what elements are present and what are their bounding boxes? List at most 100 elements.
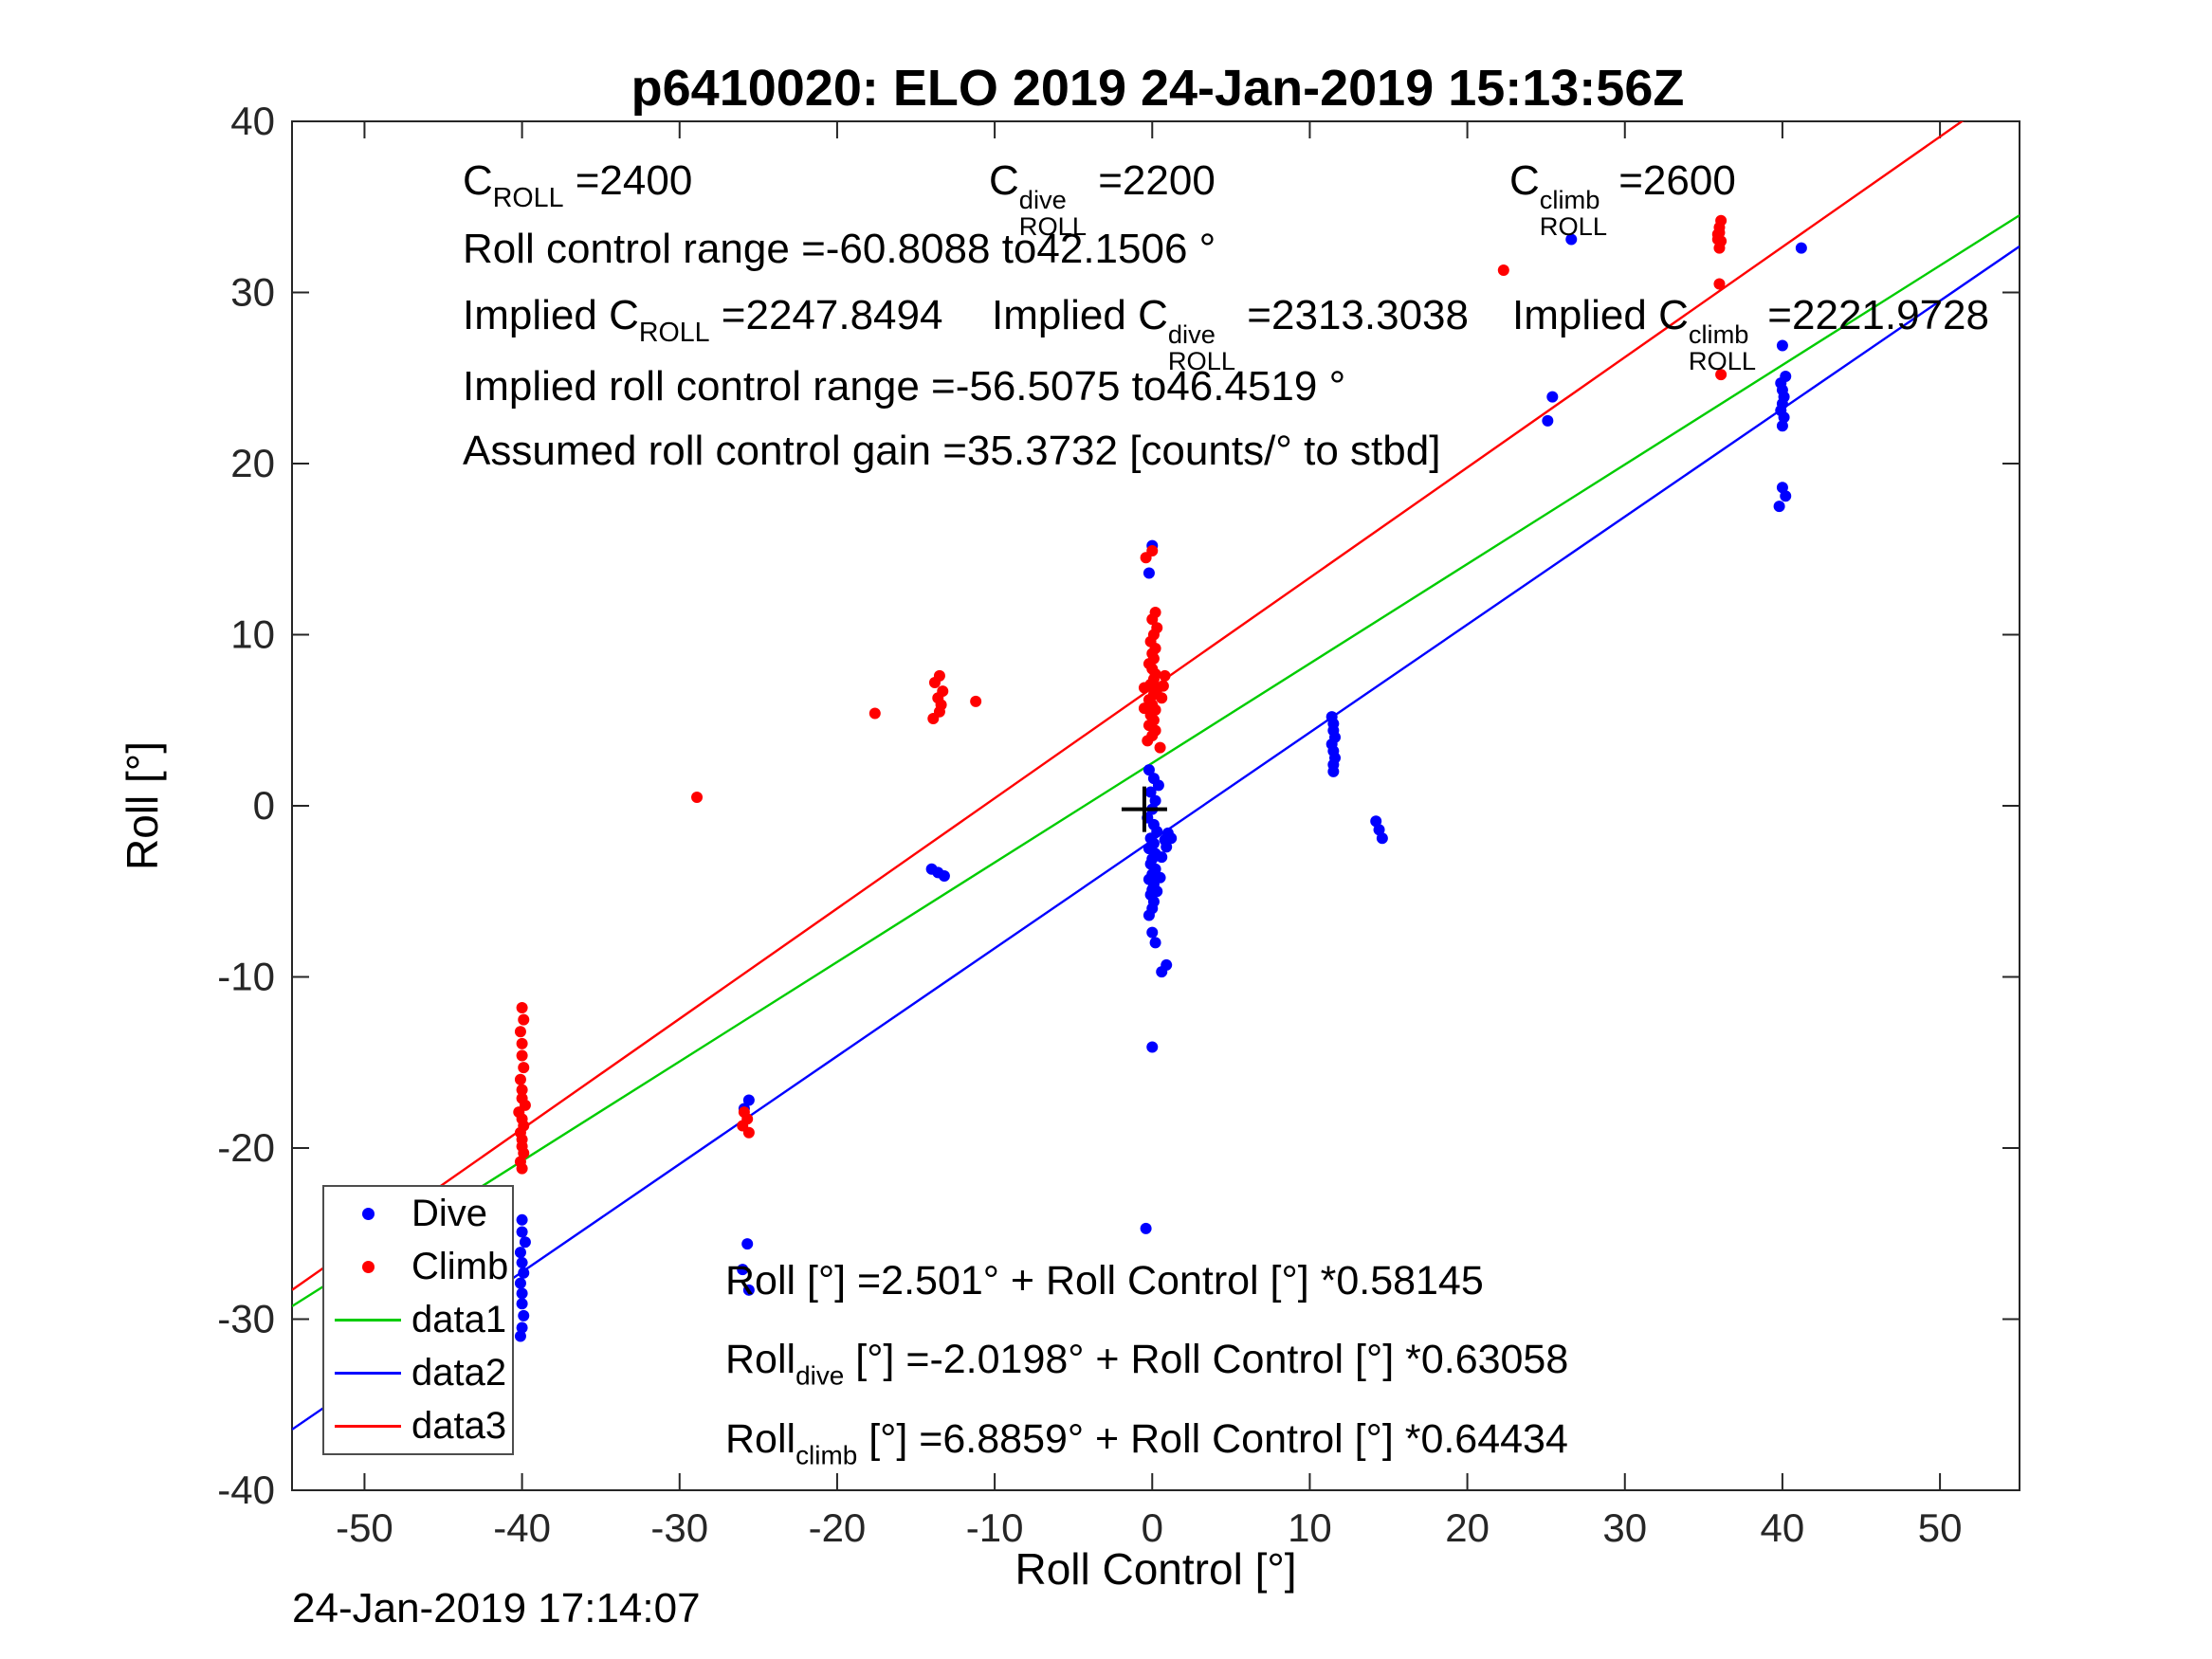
c-climb-value: =2600 [1607, 157, 1736, 204]
data-point-climb [518, 1147, 530, 1159]
equation-roll-climb: Rollclimb [°] =6.8859° + Roll Control [°… [725, 1416, 1568, 1471]
data-point-dive [741, 1238, 754, 1250]
data-point-dive [516, 1298, 528, 1310]
data-point-dive [1161, 841, 1173, 853]
data-point-dive [514, 1247, 526, 1259]
legend-item-climb: Climb [324, 1240, 512, 1293]
data-point-dive [1780, 490, 1792, 502]
x-tick-label: 20 [1445, 1505, 1490, 1550]
data-point-climb [1151, 622, 1163, 634]
data-point-climb [516, 1162, 528, 1175]
data-point-climb [518, 1013, 530, 1026]
equation-roll: Roll [°] =2.501° + Roll Control [°] *0.5… [725, 1258, 1484, 1304]
y-axis-label: Roll [°] [118, 741, 167, 870]
data-point-dive [1376, 832, 1388, 845]
y-tick-label: -40 [217, 1468, 275, 1512]
legend-item-data3: data3 [324, 1400, 512, 1453]
data1-line-icon [335, 1319, 401, 1322]
data-point-dive [1152, 779, 1164, 792]
legend-item-data2: data2 [324, 1347, 512, 1400]
implied-c-climb-value: =2221.9728 [1756, 292, 1989, 338]
c-dive-sup: dive [1018, 185, 1067, 214]
data-point-climb [937, 685, 949, 698]
data-point-dive [1143, 764, 1155, 776]
data-point-climb [1713, 278, 1726, 290]
y-tick-label: 20 [230, 441, 275, 485]
data-point-climb [742, 1126, 755, 1139]
implied-c-dive-pre: Implied C [992, 292, 1168, 338]
eq3-sub: climb [795, 1440, 858, 1470]
x-tick-label: 50 [1918, 1505, 1963, 1550]
data-point-climb [1149, 607, 1161, 619]
y-tick-label: -30 [217, 1297, 275, 1341]
data-point-climb [970, 695, 982, 707]
y-tick-label: -10 [217, 955, 275, 999]
legend-item-data1: data1 [324, 1293, 512, 1346]
annotation-implied-range: Implied roll control range =-56.5075 to4… [463, 363, 1346, 410]
eq2-sub: dive [795, 1360, 845, 1391]
annotation-gain: Assumed roll control gain =35.3732 [coun… [463, 428, 1441, 474]
data-point-dive [516, 1322, 528, 1334]
data-point-dive [1144, 786, 1157, 798]
data-point-climb [868, 707, 881, 720]
data-point-climb [1497, 264, 1509, 277]
data-point-climb [1715, 214, 1728, 227]
c-roll-value: =2400 [563, 157, 693, 204]
data-point-dive [1156, 851, 1168, 864]
data-point-dive [1165, 832, 1178, 845]
implied-c-pre: Implied C [463, 292, 639, 338]
legend-item-dive: Dive [324, 1187, 512, 1240]
data-point-dive [1565, 233, 1578, 246]
legend-label-climb: Climb [411, 1245, 509, 1287]
eq3-post: [°] =6.8859° + Roll Control [°] *0.64434 [857, 1416, 1568, 1462]
data-point-climb [516, 1037, 528, 1049]
data-point-climb [514, 1073, 526, 1085]
data-point-climb [514, 1026, 526, 1038]
data-point-climb [1138, 702, 1150, 715]
x-axis-label: Roll Control [°] [1015, 1544, 1297, 1594]
data-point-climb [1142, 735, 1154, 747]
y-tick-label: -20 [217, 1125, 275, 1170]
data-point-dive [1546, 391, 1559, 403]
y-tick-label: 30 [230, 270, 275, 315]
generation-timestamp: 24-Jan-2019 17:14:07 [292, 1585, 701, 1632]
y-tick-label: 10 [230, 612, 275, 657]
c-roll-base: C [463, 157, 493, 204]
data-point-dive [1143, 909, 1155, 921]
data-point-climb [1157, 680, 1169, 692]
c-dive-sub: ROLL [1018, 210, 1088, 241]
eq3-pre: Roll [725, 1416, 796, 1462]
data-point-climb [516, 1049, 528, 1062]
data-point-climb [1713, 227, 1726, 239]
data-point-dive [516, 1226, 528, 1238]
data-point-dive [518, 1309, 530, 1322]
x-tick-label: 0 [1142, 1505, 1163, 1550]
data-point-dive [737, 1264, 749, 1276]
data-point-climb [518, 1062, 530, 1074]
y-tick-label: 0 [253, 783, 275, 828]
legend-label-data2: data2 [411, 1352, 507, 1395]
data-point-dive [514, 1277, 526, 1289]
c-dive-base: C [989, 157, 1019, 204]
eq2-post: [°] =-2.0198° + Roll Control [°] *0.6305… [844, 1337, 1569, 1382]
regression-line-data1 [292, 214, 2020, 1307]
c-climb-sup: climb [1539, 185, 1600, 214]
data-point-climb [1159, 669, 1171, 682]
data-point-dive [516, 1256, 528, 1268]
x-tick-label: 40 [1761, 1505, 1805, 1550]
data-point-dive [1140, 1222, 1152, 1234]
implied-c-climb-pre: Implied C [1512, 292, 1689, 338]
data-point-climb [1715, 369, 1728, 381]
data-point-dive [1542, 414, 1554, 427]
x-tick-label: 10 [1288, 1505, 1332, 1550]
data-point-dive [742, 1284, 755, 1296]
data-point-dive [516, 1213, 528, 1226]
data-point-dive [742, 1094, 755, 1106]
data-point-dive [1776, 482, 1788, 494]
c-climb-sub: ROLL [1539, 210, 1608, 241]
data-point-dive [516, 1287, 528, 1300]
data-point-dive [1373, 824, 1385, 836]
